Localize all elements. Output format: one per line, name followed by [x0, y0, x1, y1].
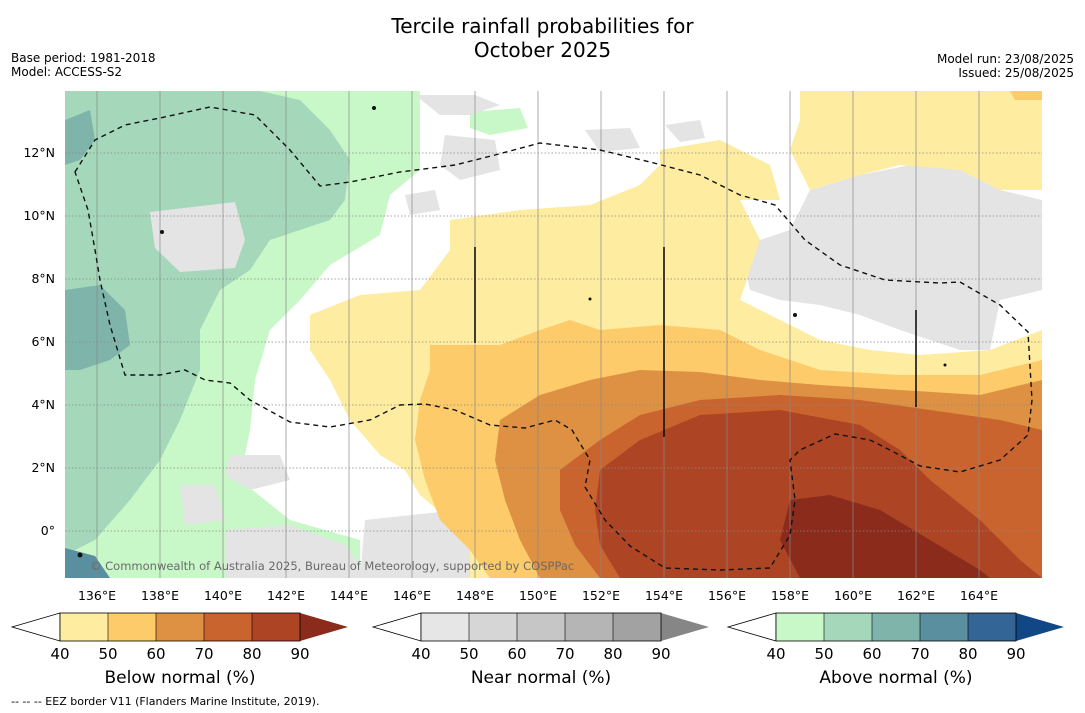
- cb-below-tick-60: 60: [146, 645, 165, 663]
- cb-below-under: [10, 612, 61, 642]
- cb-above-seg-5: [968, 613, 1016, 641]
- map-field: © Commonwealth of Australia 2025, Bureau…: [65, 91, 1042, 578]
- lon-axis: 136°E 138°E 140°E 142°E 144°E 146°E 148°…: [78, 588, 998, 603]
- cb-above-seg-1: [776, 613, 824, 641]
- cb-below-seg-3: [156, 613, 204, 641]
- cb-below-seg-1: [60, 613, 108, 641]
- below-normal-50-north-2: [660, 140, 780, 200]
- colorbar-label-near: Near normal (%): [470, 668, 612, 688]
- lon-label-160e: 160°E: [834, 588, 872, 603]
- lon-gridlines: [96, 91, 980, 578]
- copyright-text: © Commonwealth of Australia 2025, Bureau…: [90, 559, 574, 573]
- cb-near-tick-90: 90: [651, 645, 670, 663]
- cb-above-over: [1016, 613, 1064, 641]
- cb-above-under: [726, 612, 777, 642]
- issued-date: Issued: 25/08/2025: [958, 66, 1074, 80]
- lat-axis: 12°N 10°N 8°N 6°N 4°N 2°N 0°: [23, 145, 55, 538]
- colorbar-label-above: Above normal (%): [819, 668, 973, 688]
- cb-near-seg-5: [613, 613, 661, 641]
- run-info: Model run: 23/08/2025 Issued: 25/08/2025: [937, 52, 1074, 80]
- colorbar-near-normal: 40 50 60 70 80 90: [371, 612, 709, 663]
- lat-label-4n: 4°N: [31, 397, 55, 412]
- cb-below-seg-2: [108, 613, 156, 641]
- lon-label-148e: 148°E: [456, 588, 494, 603]
- cb-below-tick-80: 80: [242, 645, 261, 663]
- lat-label-10n: 10°N: [23, 208, 55, 223]
- title-line-2: October 2025: [473, 38, 612, 62]
- below-normal-95-region: [780, 495, 990, 578]
- above-normal-80-region: [65, 548, 110, 578]
- above-normal-70-region-2: [65, 285, 130, 370]
- cb-above-tick-60: 60: [862, 645, 881, 663]
- lon-label-140e: 140°E: [204, 588, 242, 603]
- cb-below-over: [300, 613, 348, 641]
- cb-above-tick-80: 80: [958, 645, 977, 663]
- lon-label-136e: 136°E: [78, 588, 116, 603]
- above-normal-70-region: [65, 110, 95, 165]
- model-name: Model: ACCESS-S2: [11, 65, 123, 79]
- cb-near-tick-80: 80: [603, 645, 622, 663]
- cb-below-seg-4: [204, 613, 252, 641]
- above-normal-northeast: [470, 108, 528, 135]
- lon-label-146e: 146°E: [393, 588, 431, 603]
- cb-above-seg-4: [920, 613, 968, 641]
- lon-label-144e: 144°E: [330, 588, 368, 603]
- map-title: Tercile rainfall probabilities for Octob…: [0, 14, 1085, 62]
- cb-near-tick-70: 70: [555, 645, 574, 663]
- cb-above-seg-3: [872, 613, 920, 641]
- lat-label-8n: 8°N: [31, 271, 55, 286]
- lon-label-154e: 154°E: [645, 588, 683, 603]
- cb-above-tick-90: 90: [1006, 645, 1025, 663]
- below-normal-90-region: [595, 410, 1042, 578]
- above-normal-60-region: [65, 91, 350, 555]
- cb-below-tick-50: 50: [98, 645, 117, 663]
- model-info: Base period: 1981-2018 Model: ACCESS-S2: [11, 51, 156, 79]
- lon-label-138e: 138°E: [141, 588, 179, 603]
- lat-label-6n: 6°N: [31, 334, 55, 349]
- title-line-1: Tercile rainfall probabilities for: [391, 14, 694, 38]
- below-normal-60-ne: [1010, 91, 1042, 100]
- cb-near-over: [661, 613, 709, 641]
- cb-near-tick-40: 40: [411, 645, 430, 663]
- eez-footnote: -- -- -- EEZ border V11 (Flanders Marine…: [11, 695, 320, 708]
- lat-label-0: 0°: [41, 523, 55, 538]
- lat-label-2n: 2°N: [31, 460, 55, 475]
- cb-below-tick-90: 90: [290, 645, 309, 663]
- lon-label-152e: 152°E: [582, 588, 620, 603]
- cb-above-seg-2: [824, 613, 872, 641]
- lon-label-142e: 142°E: [267, 588, 305, 603]
- cb-near-seg-1: [421, 613, 469, 641]
- island-chains: [474, 247, 917, 437]
- lon-label-156e: 156°E: [708, 588, 746, 603]
- small-islands: [77, 106, 947, 558]
- colorbar-below-normal: 40 50 60 70 80 90: [10, 612, 348, 663]
- cb-near-under: [371, 612, 422, 642]
- lon-label-164e: 164°E: [960, 588, 998, 603]
- model-run: Model run: 23/08/2025: [936, 52, 1074, 66]
- cb-near-seg-2: [469, 613, 517, 641]
- lat-label-12n: 12°N: [23, 145, 55, 160]
- cb-below-tick-70: 70: [194, 645, 213, 663]
- cb-above-tick-40: 40: [766, 645, 785, 663]
- cb-below-tick-40: 40: [50, 645, 69, 663]
- eez-border: [74, 106, 1033, 571]
- cb-near-seg-4: [565, 613, 613, 641]
- base-period: Base period: 1981-2018: [11, 51, 156, 65]
- cb-near-tick-60: 60: [507, 645, 526, 663]
- cb-near-tick-50: 50: [459, 645, 478, 663]
- cb-above-tick-70: 70: [910, 645, 929, 663]
- colorbar-label-below: Below normal (%): [104, 668, 256, 688]
- lon-label-162e: 162°E: [897, 588, 935, 603]
- colorbar-above-normal: 40 50 60 70 80 90: [726, 612, 1064, 663]
- lon-label-150e: 150°E: [519, 588, 557, 603]
- cb-near-seg-3: [517, 613, 565, 641]
- cb-above-tick-50: 50: [814, 645, 833, 663]
- lon-label-158e: 158°E: [771, 588, 809, 603]
- cb-below-seg-5: [252, 613, 300, 641]
